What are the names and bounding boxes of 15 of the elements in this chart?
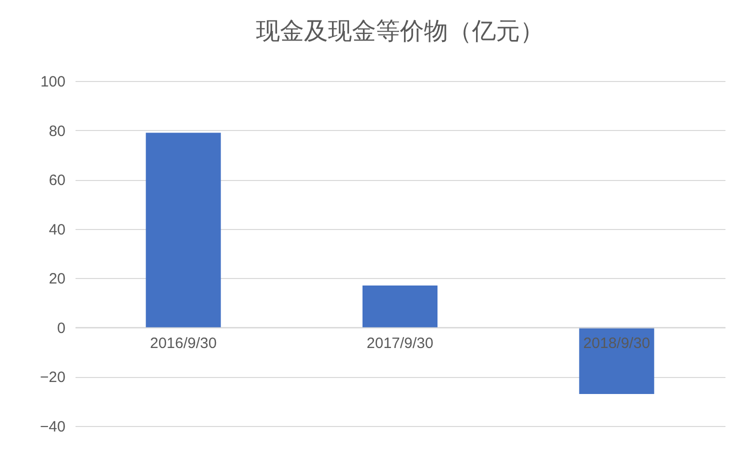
x-tick-label: 2018/9/30 <box>583 334 650 352</box>
bar <box>362 286 438 328</box>
y-tick-label: 40 <box>48 221 66 238</box>
y-tick-label: −40 <box>40 418 66 436</box>
x-tick-label: 2017/9/30 <box>366 334 434 352</box>
y-tick-label: 80 <box>48 122 66 140</box>
chart-title: 现金及现金等价物（亿元） <box>256 17 544 45</box>
x-tick-label: 2016/9/30 <box>150 334 217 352</box>
y-tick-label: 100 <box>40 74 66 90</box>
bar <box>579 327 654 394</box>
bar <box>146 132 221 328</box>
y-tick-label: 20 <box>48 270 66 288</box>
y-tick-label: −20 <box>40 369 66 386</box>
y-tick-label: 60 <box>48 172 66 190</box>
y-tick-label: 0 <box>57 320 66 337</box>
